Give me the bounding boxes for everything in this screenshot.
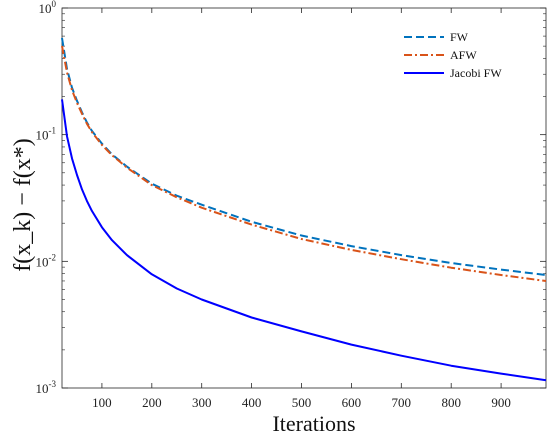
x-tick-label: 700	[392, 395, 412, 410]
series-layer	[61, 37, 547, 382]
x-tick-label: 100	[92, 395, 112, 410]
y-tick-label: 10-3	[36, 379, 57, 396]
x-tick-label: 900	[491, 395, 511, 410]
series-line-jacobi-fw	[61, 99, 547, 382]
series-line-afw	[61, 45, 547, 282]
legend-label: Jacobi FW	[450, 66, 502, 80]
x-tick-label: 400	[242, 395, 262, 410]
legend-label: FW	[450, 30, 469, 44]
legend: FW AFW Jacobi FW	[404, 30, 502, 80]
y-axis-label: f(x_k) − f(x*)	[10, 138, 36, 272]
x-tick-label: 600	[342, 395, 362, 410]
y-tick-label: 100	[39, 0, 57, 16]
y-axis: 10-3 10-2 10-1 100	[36, 0, 546, 396]
y-tick-label: 10-2	[36, 252, 57, 269]
x-axis: 100 200 300 400 500 600 700 800 900	[92, 8, 511, 410]
x-tick-label: 200	[142, 395, 162, 410]
x-tick-label: 500	[292, 395, 312, 410]
plot-area	[61, 7, 547, 389]
x-tick-label: 300	[192, 395, 212, 410]
legend-label: AFW	[450, 48, 477, 62]
y-tick-label: 10-1	[36, 126, 57, 143]
x-tick-label: 800	[441, 395, 461, 410]
x-axis-label: Iterations	[272, 411, 355, 434]
axes-box	[61, 7, 547, 389]
